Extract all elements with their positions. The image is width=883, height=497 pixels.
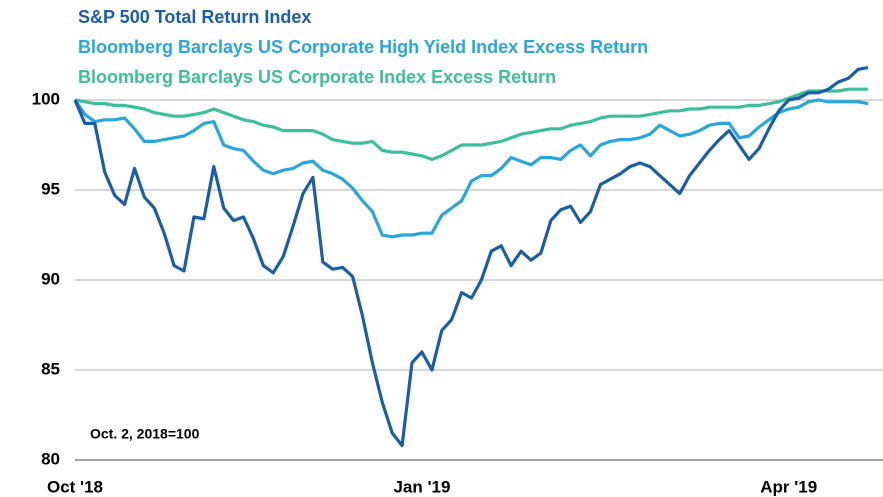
y-tick-label: 100 xyxy=(32,89,60,108)
y-tick-label: 80 xyxy=(41,449,60,468)
series-line xyxy=(73,66,869,448)
series-line xyxy=(73,98,869,239)
x-tick-label: Apr '19 xyxy=(760,477,817,496)
legend-entry: Bloomberg Barclays US Corporate High Yie… xyxy=(78,37,648,57)
x-tick-label: Oct '18 xyxy=(47,477,103,496)
x-tick-label: Jan '19 xyxy=(393,477,450,496)
y-tick-label: 95 xyxy=(41,179,60,198)
legend-entry: S&P 500 Total Return Index xyxy=(78,7,311,27)
annotation: Oct. 2, 2018=100 xyxy=(90,426,200,442)
legend-entry: Bloomberg Barclays US Corporate Index Ex… xyxy=(78,67,556,87)
series-line xyxy=(74,87,868,161)
y-tick-label: 90 xyxy=(41,269,60,288)
y-tick-label: 85 xyxy=(41,359,60,378)
